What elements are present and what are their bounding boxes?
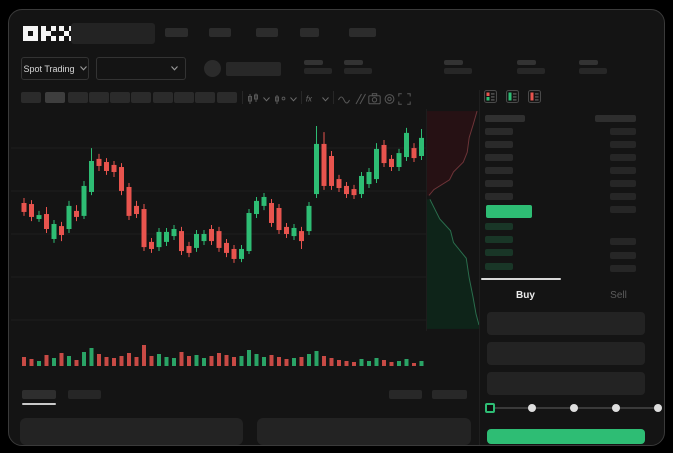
okx-logo[interactable]	[23, 26, 74, 41]
bottom-action-button-1[interactable]	[389, 390, 422, 399]
timeframe-button-7[interactable]	[153, 92, 173, 103]
stat-value-placeholder	[304, 68, 332, 74]
svg-text:fx: fx	[306, 94, 313, 103]
stat-label-placeholder	[517, 60, 536, 65]
orders-panel-placeholder	[20, 418, 243, 445]
history-panel-placeholder	[257, 418, 471, 445]
bid-price-row[interactable]	[485, 249, 513, 256]
submit-buy-button[interactable]	[487, 429, 645, 444]
stat-value-placeholder	[579, 68, 607, 74]
slider-step-5[interactable]	[654, 404, 662, 412]
pair-selector[interactable]	[96, 57, 186, 80]
bid-price-row[interactable]	[485, 263, 513, 270]
ask-price-row[interactable]	[485, 154, 513, 161]
nav-item-placeholder-3[interactable]	[256, 28, 278, 37]
ask-amount-row[interactable]	[610, 167, 636, 174]
timeframe-button-4[interactable]	[89, 92, 109, 103]
line-tool-icon[interactable]	[337, 92, 351, 105]
candle-style-icon[interactable]	[247, 92, 261, 105]
chevron-down-icon[interactable]	[263, 97, 270, 102]
chevron-down-icon[interactable]	[290, 97, 297, 102]
slider-step-4[interactable]	[612, 404, 620, 412]
pair-name-placeholder	[226, 62, 281, 76]
market-type-selector[interactable]: Spot Trading	[21, 57, 89, 80]
market-type-label: Spot Trading	[23, 63, 75, 74]
stat-label-placeholder	[344, 60, 363, 65]
bid-amount-row[interactable]	[610, 238, 636, 245]
fullscreen-icon[interactable]	[397, 92, 411, 105]
chevron-down-icon	[171, 66, 178, 71]
book-combined-icon[interactable]	[484, 90, 497, 103]
stat-label-placeholder	[444, 60, 463, 65]
ask-price-row[interactable]	[485, 180, 513, 187]
ask-amount-row[interactable]	[610, 154, 636, 161]
stat-label-placeholder	[579, 60, 598, 65]
timeframe-button-10[interactable]	[217, 92, 237, 103]
timeframe-button-8[interactable]	[174, 92, 194, 103]
bid-price-row[interactable]	[485, 236, 513, 243]
ask-amount-row[interactable]	[610, 193, 636, 200]
bid-amount-row[interactable]	[610, 265, 636, 272]
nav-item-placeholder-1[interactable]	[165, 28, 188, 37]
app-window: Spot Trading fx	[8, 9, 665, 446]
ask-amount-row[interactable]	[610, 128, 636, 135]
draw-tool-icon[interactable]	[352, 92, 366, 105]
bid-amount-row[interactable]	[610, 252, 636, 259]
nav-item-placeholder-5[interactable]	[349, 28, 376, 37]
bid-price-row[interactable]	[485, 223, 513, 230]
ask-price-row[interactable]	[485, 167, 513, 174]
bottom-action-button-2[interactable]	[432, 390, 467, 399]
slider-step-2[interactable]	[528, 404, 536, 412]
timeframe-button-9[interactable]	[195, 92, 215, 103]
chevron-down-icon	[79, 66, 87, 71]
nav-item-placeholder-4[interactable]	[300, 28, 319, 37]
ask-amount-row[interactable]	[610, 206, 636, 213]
ask-amount-row[interactable]	[610, 180, 636, 187]
ask-price-row[interactable]	[485, 128, 513, 135]
timeframe-button-6[interactable]	[131, 92, 151, 103]
stat-value-placeholder	[517, 68, 545, 74]
timeframe-button-1[interactable]	[21, 92, 41, 103]
depth-chart[interactable]	[426, 109, 479, 331]
bottom-active-tab-indicator	[22, 403, 56, 405]
order-input-field-1[interactable]	[487, 312, 645, 335]
orderbook-amount-header	[595, 115, 636, 122]
coin-avatar	[204, 60, 221, 77]
orderbook-trade-panel	[479, 90, 664, 445]
timeframe-button-3[interactable]	[68, 92, 88, 103]
candlestick-chart[interactable]	[11, 109, 427, 369]
bottom-tab-2[interactable]	[68, 390, 101, 399]
nav-item-placeholder-2[interactable]	[209, 28, 231, 37]
active-tab-indicator	[481, 278, 561, 280]
book-asks-icon[interactable]	[528, 90, 541, 103]
stat-value-placeholder	[444, 68, 472, 74]
last-price-badge[interactable]	[486, 205, 532, 218]
settings-icon[interactable]	[382, 92, 396, 105]
chevron-down-icon[interactable]	[322, 97, 329, 102]
slider-step-1[interactable]	[485, 403, 495, 413]
chart-type-icon[interactable]	[274, 92, 288, 105]
tab-buy[interactable]: Buy	[516, 289, 535, 301]
search-bar-placeholder[interactable]	[71, 23, 155, 44]
bottom-tab-1[interactable]	[22, 390, 56, 399]
slider-step-3[interactable]	[570, 404, 578, 412]
timeframe-button-5[interactable]	[110, 92, 130, 103]
ask-amount-row[interactable]	[610, 141, 636, 148]
stat-value-placeholder	[344, 68, 372, 74]
stat-label-placeholder	[304, 60, 323, 65]
ask-price-row[interactable]	[485, 141, 513, 148]
timeframe-button-2[interactable]	[45, 92, 65, 103]
order-input-field-2[interactable]	[487, 342, 645, 365]
camera-icon[interactable]	[367, 92, 381, 105]
order-input-field-3[interactable]	[487, 372, 645, 395]
book-bids-icon[interactable]	[506, 90, 519, 103]
indicators-fx-icon[interactable]: fx	[305, 92, 319, 105]
ask-price-row[interactable]	[485, 193, 513, 200]
orderbook-price-header	[485, 115, 525, 122]
tab-sell[interactable]: Sell	[610, 289, 627, 301]
